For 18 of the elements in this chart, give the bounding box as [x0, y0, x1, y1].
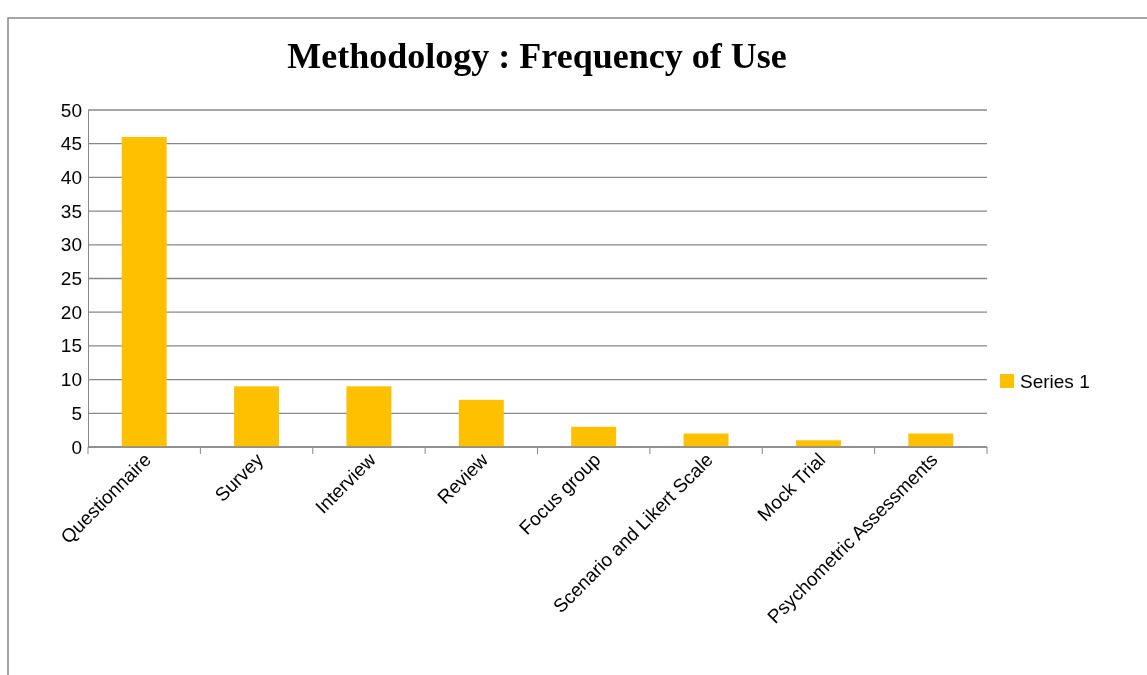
y-tick-label: 5 — [71, 402, 82, 424]
legend-label: Series 1 — [1020, 371, 1090, 392]
y-tick-label: 50 — [60, 99, 82, 121]
y-tick-label: 10 — [60, 369, 82, 391]
y-tick-label: 30 — [60, 234, 82, 256]
y-tick-label: 40 — [60, 166, 82, 188]
y-tick-label: 45 — [60, 133, 82, 155]
bar — [571, 426, 617, 447]
y-tick-label: 15 — [60, 335, 82, 357]
bar — [458, 399, 504, 447]
y-tick-label: 20 — [60, 301, 82, 323]
y-tick-label: 35 — [60, 200, 82, 222]
y-tick-label: 25 — [60, 268, 82, 290]
chart-title: Methodology : Frequency of Use — [287, 36, 787, 76]
bar — [234, 386, 280, 447]
y-tick-label: 0 — [71, 436, 82, 458]
bar — [346, 386, 392, 447]
bar — [121, 136, 167, 447]
